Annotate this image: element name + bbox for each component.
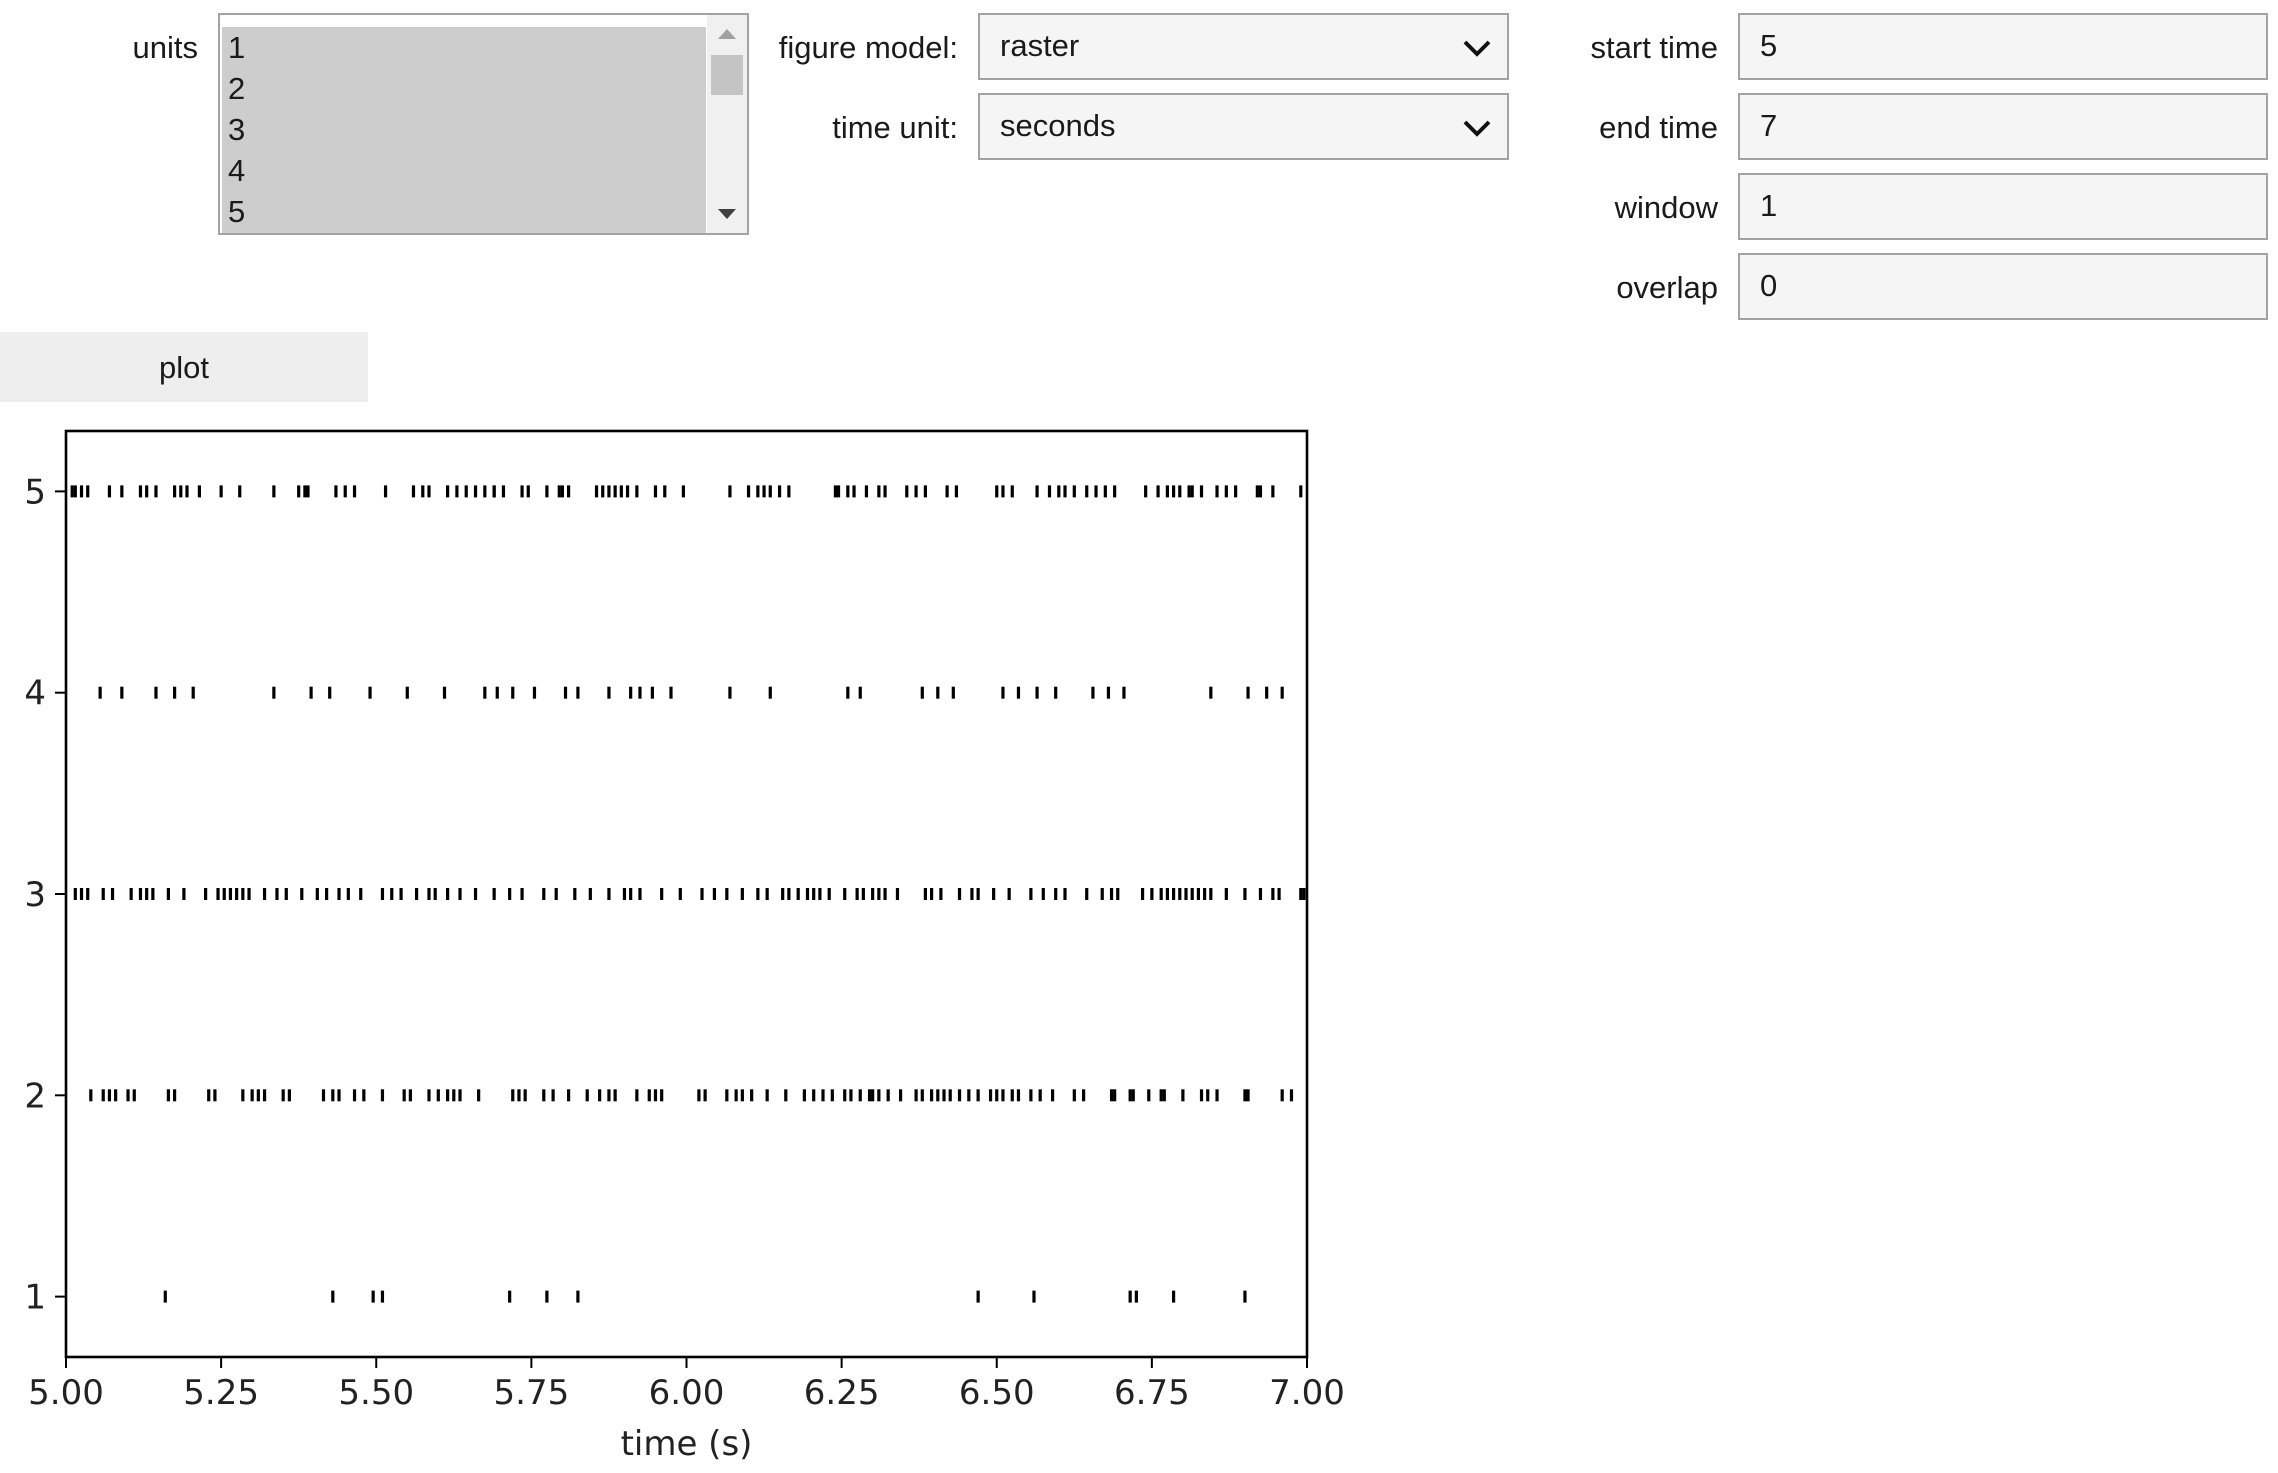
scrollbar-thumb[interactable]: [711, 55, 743, 95]
units-option-1[interactable]: 1: [228, 30, 246, 65]
x-tick-label: 5.75: [494, 1373, 570, 1413]
units-multiselect[interactable]: 1 2 3 4 5: [218, 13, 749, 235]
scroll-up-arrow-icon[interactable]: [718, 29, 736, 39]
units-option-3[interactable]: 3: [228, 112, 246, 147]
units-option-4[interactable]: 4: [228, 153, 246, 188]
units-option-2[interactable]: 2: [228, 71, 246, 106]
units-options-list[interactable]: 1 2 3 4 5: [222, 27, 706, 233]
x-tick-label: 5.25: [183, 1373, 259, 1413]
figure-model-select[interactable]: raster: [978, 13, 1509, 80]
units-option-5[interactable]: 5: [228, 194, 246, 229]
units-scrollbar[interactable]: [707, 15, 747, 233]
x-tick-label: 6.75: [1114, 1373, 1190, 1413]
x-tick-label: 5.50: [338, 1373, 414, 1413]
overlap-label: overlap: [1616, 270, 1718, 305]
time-unit-label: time unit:: [832, 110, 958, 145]
x-tick-label: 6.25: [804, 1373, 880, 1413]
units-label: units: [132, 30, 198, 65]
overlap-input[interactable]: 0: [1738, 253, 2268, 320]
spike-marks: [70, 485, 1306, 1303]
chevron-down-icon: [1463, 120, 1491, 137]
time-unit-select[interactable]: seconds: [978, 93, 1509, 160]
plot-button[interactable]: plot: [0, 332, 368, 402]
window-input[interactable]: 1: [1738, 173, 2268, 240]
x-tick-label: 5.00: [28, 1373, 104, 1413]
figure-model-value: raster: [1000, 28, 1080, 63]
chart-axes: 5.00 5.25 5.50 5.75 6.00 6.25 6.50 6.75 7.00 1 2 3 4…: [24, 429, 1345, 1464]
window-label: window: [1614, 190, 1718, 225]
start-time-input[interactable]: 5: [1738, 13, 2268, 80]
figure-model-label: figure model:: [778, 30, 958, 65]
plot-frame: [64, 429, 1309, 1359]
start-time-label: start time: [1590, 30, 1718, 65]
y-tick-label: 3: [24, 875, 46, 915]
end-time-label: end time: [1599, 110, 1718, 145]
chevron-down-icon: [1463, 40, 1491, 57]
raster-chart: 5.00 5.25 5.50 5.75 6.00 6.25 6.50 6.75 7.00 1 2 3 4…: [24, 429, 1345, 1464]
x-axis-label: time (s): [621, 1424, 753, 1464]
x-tick-label: 6.00: [649, 1373, 725, 1413]
y-tick-label: 5: [24, 472, 46, 512]
x-tick-label: 7.00: [1269, 1373, 1345, 1413]
y-tick-label: 2: [24, 1076, 46, 1116]
y-tick-label: 1: [24, 1278, 46, 1318]
x-tick-label: 6.50: [959, 1373, 1035, 1413]
end-time-input[interactable]: 7: [1738, 93, 2268, 160]
time-unit-value: seconds: [1000, 108, 1116, 143]
y-tick-label: 4: [24, 674, 46, 714]
scroll-down-arrow-icon[interactable]: [718, 209, 736, 219]
